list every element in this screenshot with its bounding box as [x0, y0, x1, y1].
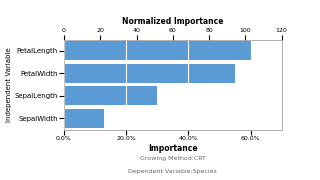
- Bar: [64, 86, 157, 105]
- Y-axis label: Independent Variable: Independent Variable: [5, 47, 12, 122]
- X-axis label: Importance: Importance: [148, 144, 198, 153]
- X-axis label: Normalized Importance: Normalized Importance: [122, 17, 224, 26]
- Text: Dependent Variable:Species: Dependent Variable:Species: [128, 169, 217, 174]
- Bar: [64, 64, 235, 83]
- Bar: [64, 41, 251, 60]
- Bar: [64, 109, 104, 128]
- Text: Growing Method:CRT: Growing Method:CRT: [140, 156, 206, 161]
